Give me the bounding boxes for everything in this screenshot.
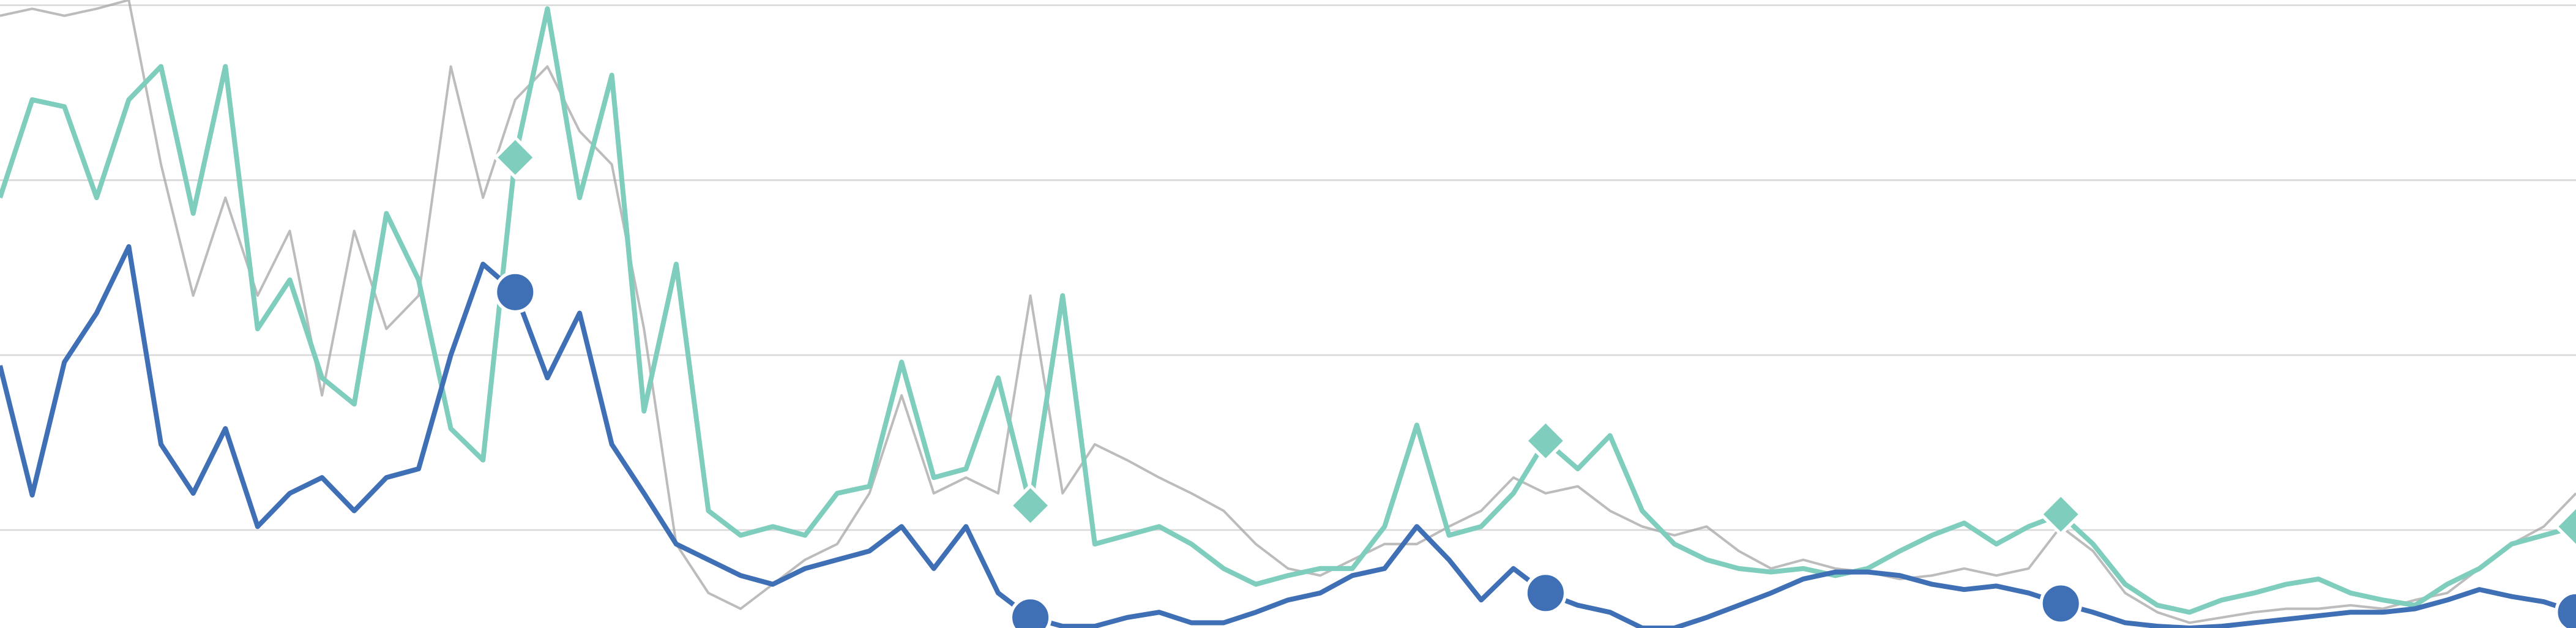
point-marker — [2553, 504, 2576, 549]
series-line — [0, 244, 2576, 628]
grid — [0, 4, 2576, 531]
point-marker — [2555, 591, 2576, 628]
series-line — [0, 6, 2576, 615]
point-marker — [1524, 571, 1567, 615]
point-marker — [1009, 596, 1052, 628]
point-marker — [2039, 492, 2083, 537]
point-marker — [493, 271, 537, 314]
point-marker — [2039, 582, 2083, 625]
point-marker — [1523, 419, 1568, 463]
point-marker — [493, 135, 537, 180]
point-marker — [1008, 483, 1053, 528]
